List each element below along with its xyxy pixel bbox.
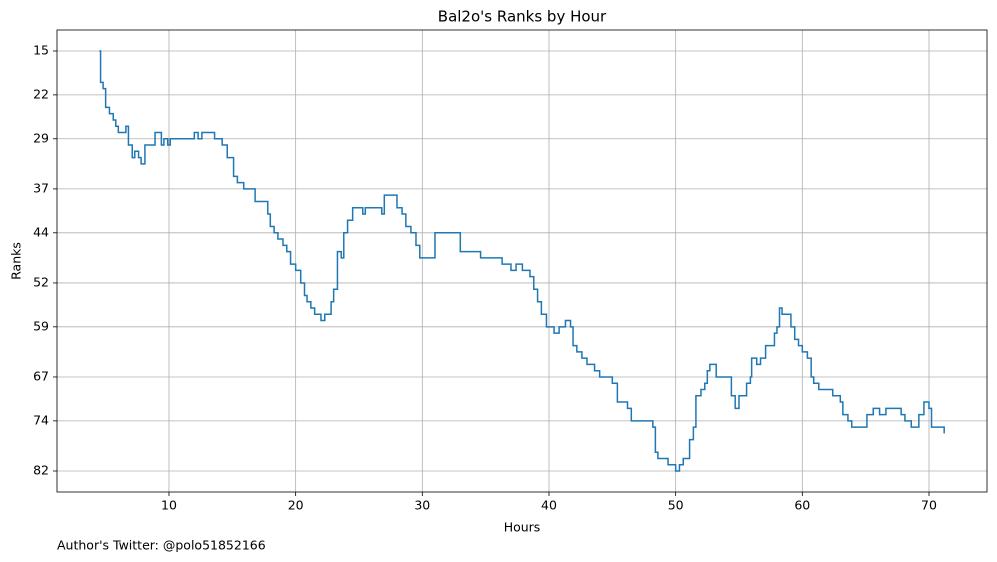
- y-tick-label: 74: [33, 412, 49, 427]
- plot-frame: [56, 29, 988, 493]
- chart-title: Bal2o's Ranks by Hour: [438, 8, 607, 26]
- y-axis-label: Ranks: [9, 242, 24, 280]
- y-tick-label: 82: [33, 463, 49, 478]
- y-tick-label: 22: [33, 86, 49, 101]
- footer-note: Author's Twitter: @polo51852166: [57, 538, 266, 553]
- x-tick-label: 20: [288, 498, 304, 513]
- y-tick-label: 59: [33, 318, 49, 333]
- x-tick-label: 70: [921, 498, 937, 513]
- y-tick-label: 67: [33, 368, 49, 383]
- x-tick-label: 10: [161, 498, 177, 513]
- y-tick-label: 15: [33, 43, 49, 58]
- y-tick-label: 29: [33, 130, 49, 145]
- y-tick-label: 52: [33, 274, 49, 289]
- x-tick-label: 50: [668, 498, 684, 513]
- x-tick-label: 30: [414, 498, 430, 513]
- y-tick-label: 37: [33, 180, 49, 195]
- x-tick-label: 60: [794, 498, 810, 513]
- data-line: [99, 50, 945, 472]
- y-tick-label: 44: [33, 224, 49, 239]
- x-axis-label: Hours: [504, 520, 541, 535]
- x-tick-label: 40: [541, 498, 557, 513]
